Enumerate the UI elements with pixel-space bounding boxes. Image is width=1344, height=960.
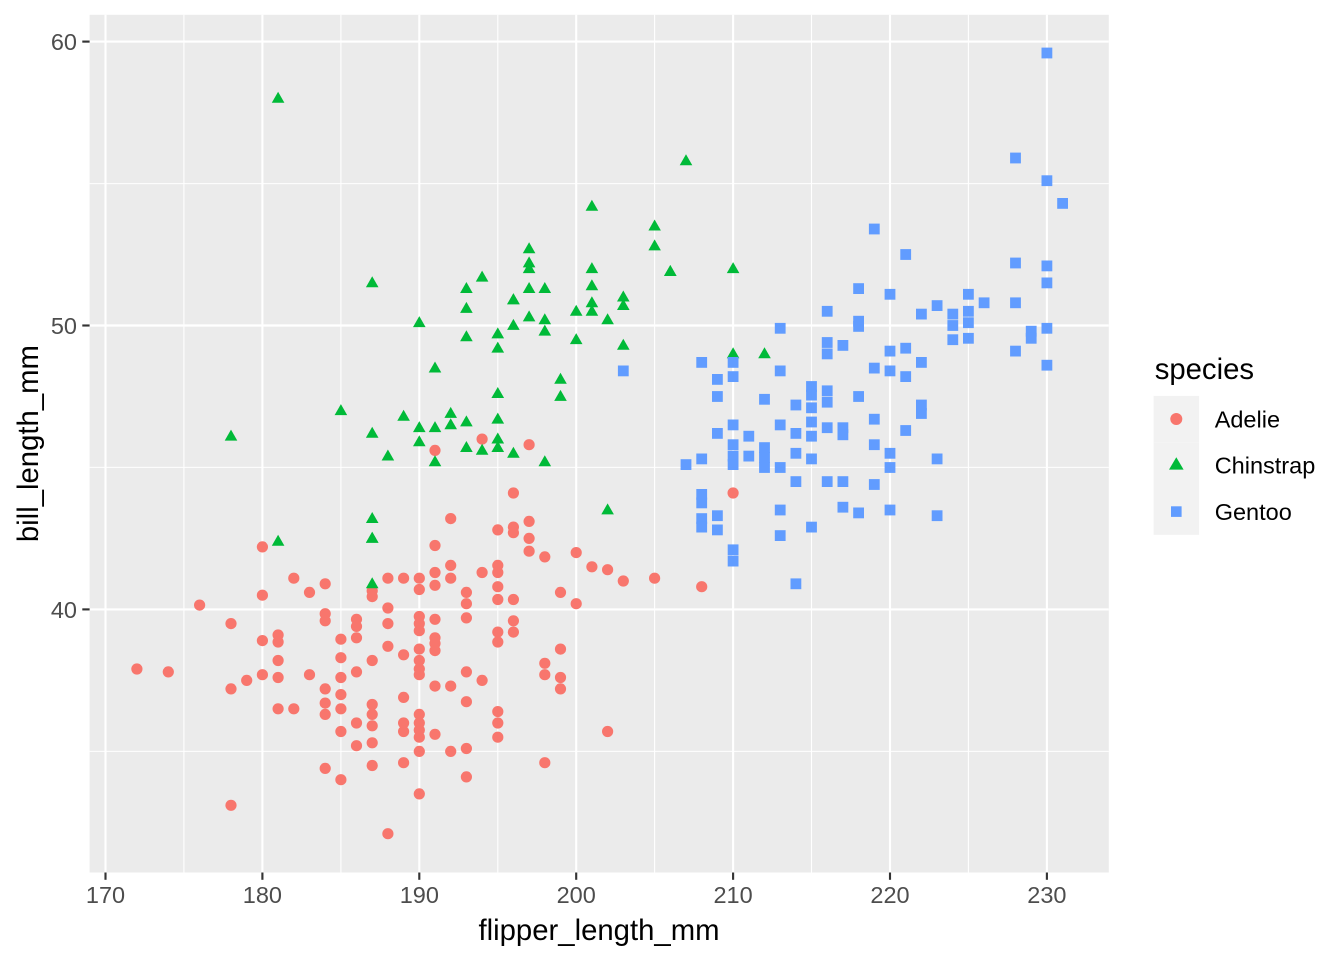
svg-text:190: 190 — [400, 882, 439, 908]
svg-text:flipper_length_mm: flipper_length_mm — [478, 914, 719, 947]
svg-text:Adelie: Adelie — [1215, 406, 1280, 432]
svg-text:species: species — [1155, 353, 1254, 386]
svg-text:Gentoo: Gentoo — [1215, 499, 1292, 525]
svg-text:60: 60 — [51, 29, 77, 55]
svg-text:bill_length_mm: bill_length_mm — [12, 345, 45, 542]
svg-text:170: 170 — [86, 882, 125, 908]
svg-text:210: 210 — [713, 882, 752, 908]
svg-text:200: 200 — [557, 882, 596, 908]
svg-text:40: 40 — [51, 597, 77, 623]
svg-text:180: 180 — [243, 882, 282, 908]
svg-text:Chinstrap: Chinstrap — [1215, 453, 1316, 479]
svg-text:220: 220 — [870, 882, 909, 908]
svg-text:50: 50 — [51, 313, 77, 339]
svg-text:230: 230 — [1027, 882, 1066, 908]
